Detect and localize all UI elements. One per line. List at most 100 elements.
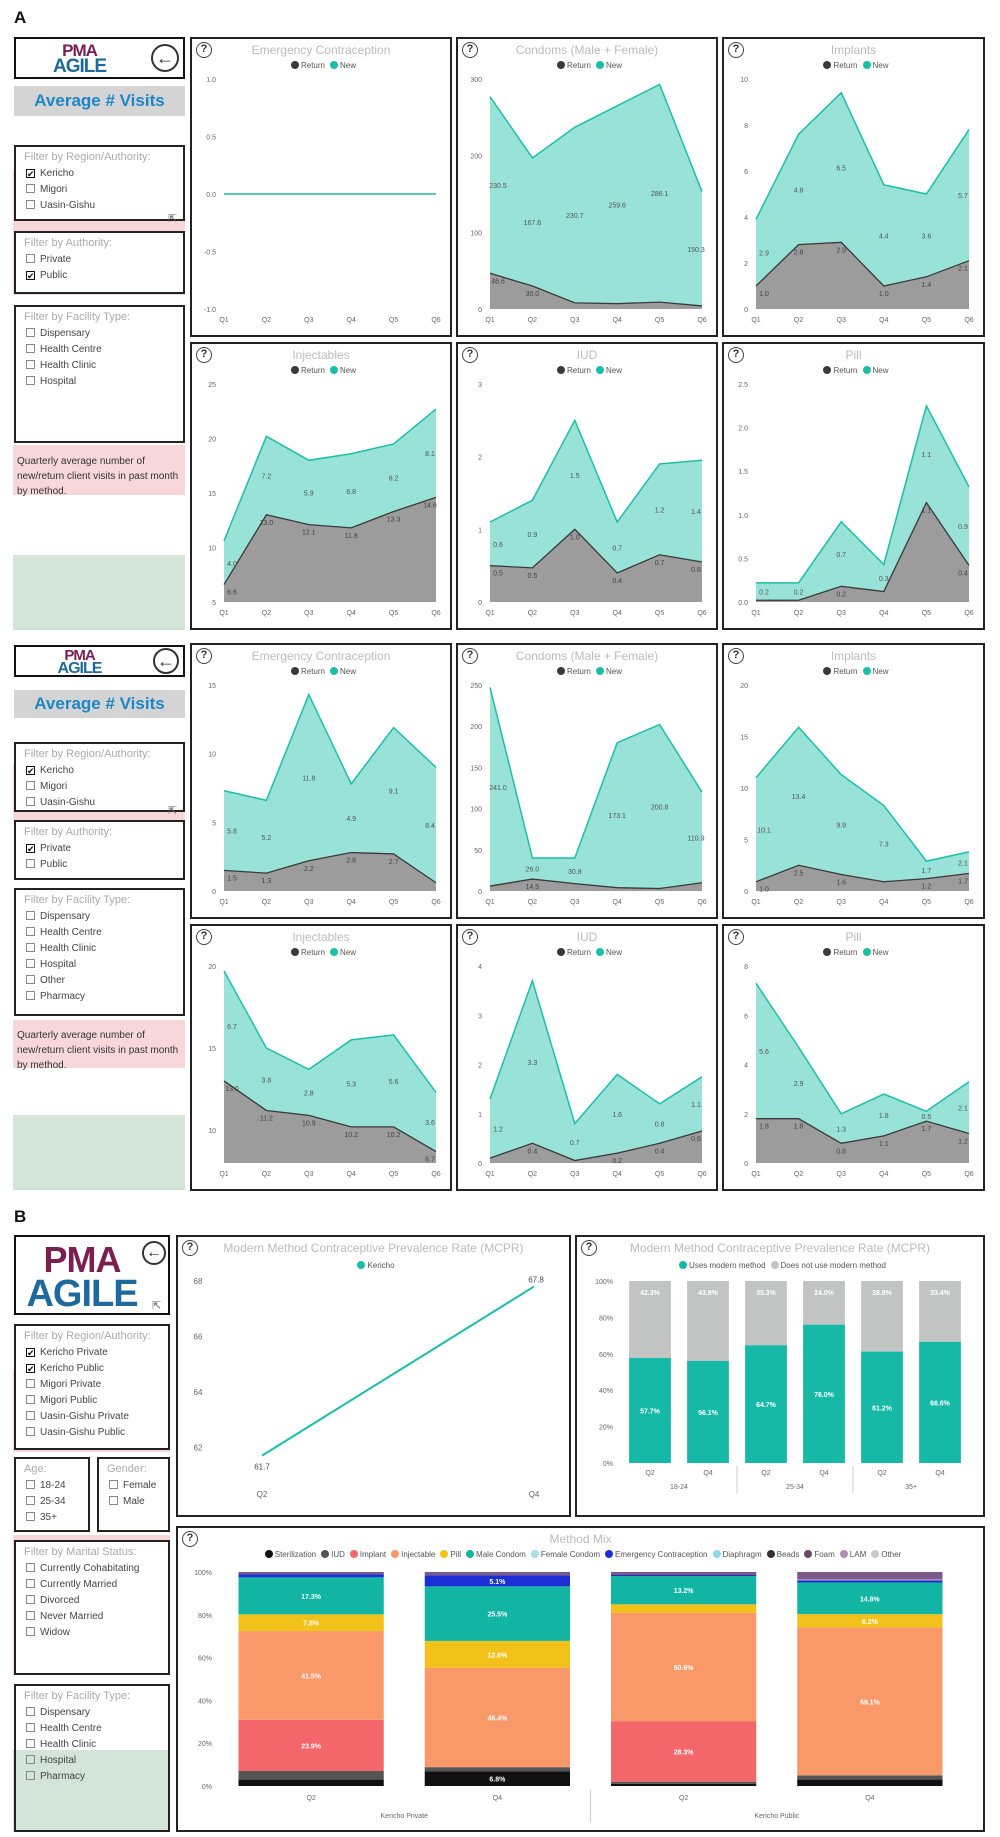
checkbox-icon[interactable] <box>26 859 35 868</box>
checkbox-icon[interactable] <box>26 975 35 984</box>
filter-option[interactable]: Health Clinic <box>16 1737 168 1753</box>
filter-option[interactable]: Uasin-Gishu <box>16 198 183 214</box>
checkbox-icon[interactable] <box>26 1595 35 1604</box>
back-arrow-icon[interactable]: ← <box>153 648 179 674</box>
checkbox-icon[interactable] <box>26 1579 35 1588</box>
filter-option[interactable]: Uasin-Gishu Public <box>16 1425 168 1441</box>
filter-option[interactable]: Dispensary <box>16 909 183 925</box>
filter-option[interactable]: Pharmacy <box>16 1769 168 1785</box>
question-icon[interactable]: ? <box>182 1531 198 1547</box>
filter-option[interactable]: ✔ Public <box>16 268 183 284</box>
filter-option[interactable]: ✔ Kericho Public <box>16 1361 168 1377</box>
checkbox-icon[interactable] <box>26 1427 35 1436</box>
checkbox-icon[interactable] <box>26 1771 35 1780</box>
back-arrow-icon[interactable]: ← <box>142 1241 166 1265</box>
checkbox-icon[interactable] <box>26 1611 35 1620</box>
filter-option[interactable]: ✔ Kericho <box>16 763 183 779</box>
checkbox-icon[interactable] <box>26 344 35 353</box>
expand-icon[interactable]: ⇱ <box>168 213 178 225</box>
filter-option[interactable]: Dispensary <box>16 326 183 342</box>
checkbox-icon[interactable] <box>26 797 35 806</box>
checkbox-icon[interactable] <box>26 1395 35 1404</box>
checkbox-icon[interactable] <box>26 1739 35 1748</box>
filter-option[interactable]: Migori Public <box>16 1393 168 1409</box>
question-icon[interactable]: ? <box>462 648 478 664</box>
checkbox-icon[interactable] <box>26 1563 35 1572</box>
checkbox-checked-icon[interactable]: ✔ <box>26 271 35 281</box>
filter-option[interactable]: Currently Cohabitating <box>16 1561 168 1577</box>
question-icon[interactable]: ? <box>728 347 744 363</box>
checkbox-icon[interactable] <box>26 1627 35 1636</box>
question-icon[interactable]: ? <box>196 347 212 363</box>
filter-option[interactable]: Hospital <box>16 374 183 390</box>
filter-option[interactable]: ✔ Kericho Private <box>16 1345 168 1361</box>
question-icon[interactable]: ? <box>196 929 212 945</box>
filter-option[interactable]: Never Married <box>16 1609 168 1625</box>
filter-option[interactable]: Migori <box>16 182 183 198</box>
filter-option[interactable]: Currently Married <box>16 1577 168 1593</box>
checkbox-icon[interactable] <box>26 1755 35 1764</box>
checkbox-icon[interactable] <box>26 184 35 193</box>
expand-icon[interactable]: ⇱ <box>152 1300 162 1312</box>
checkbox-checked-icon[interactable]: ✔ <box>26 1364 35 1374</box>
question-icon[interactable]: ? <box>728 648 744 664</box>
checkbox-icon[interactable] <box>26 943 35 952</box>
filter-option[interactable]: Divorced <box>16 1593 168 1609</box>
question-icon[interactable]: ? <box>581 1240 597 1256</box>
filter-option[interactable]: ✔ Private <box>16 841 183 857</box>
filter-option[interactable]: Migori <box>16 779 183 795</box>
checkbox-icon[interactable] <box>26 254 35 263</box>
question-icon[interactable]: ? <box>462 929 478 945</box>
back-arrow-icon[interactable]: ← <box>151 44 179 72</box>
checkbox-icon[interactable] <box>26 200 35 209</box>
filter-option[interactable]: Male <box>99 1494 168 1510</box>
filter-option[interactable]: Health Centre <box>16 925 183 941</box>
filter-option[interactable]: Health Centre <box>16 1721 168 1737</box>
checkbox-checked-icon[interactable]: ✔ <box>26 169 35 179</box>
checkbox-icon[interactable] <box>26 1379 35 1388</box>
checkbox-icon[interactable] <box>26 959 35 968</box>
checkbox-icon[interactable] <box>26 1723 35 1732</box>
question-icon[interactable]: ? <box>196 648 212 664</box>
checkbox-icon[interactable] <box>26 328 35 337</box>
filter-option[interactable]: 18-24 <box>16 1478 88 1494</box>
filter-option[interactable]: Uasin-Gishu <box>16 795 183 811</box>
filter-option[interactable]: 25-34 <box>16 1494 88 1510</box>
question-icon[interactable]: ? <box>462 347 478 363</box>
checkbox-icon[interactable] <box>26 1512 35 1521</box>
filter-option[interactable]: Other <box>16 973 183 989</box>
checkbox-icon[interactable] <box>26 781 35 790</box>
filter-option[interactable]: Hospital <box>16 1753 168 1769</box>
filter-option[interactable]: Private <box>16 252 183 268</box>
question-icon[interactable]: ? <box>728 42 744 58</box>
checkbox-icon[interactable] <box>26 911 35 920</box>
filter-option[interactable]: Female <box>99 1478 168 1494</box>
checkbox-icon[interactable] <box>26 927 35 936</box>
filter-option[interactable]: ✔ Kericho <box>16 166 183 182</box>
checkbox-checked-icon[interactable]: ✔ <box>26 844 35 854</box>
question-icon[interactable]: ? <box>728 929 744 945</box>
checkbox-icon[interactable] <box>109 1496 118 1505</box>
filter-option[interactable]: Hospital <box>16 957 183 973</box>
checkbox-checked-icon[interactable]: ✔ <box>26 1348 35 1358</box>
filter-option[interactable]: Health Clinic <box>16 358 183 374</box>
filter-option[interactable]: Health Clinic <box>16 941 183 957</box>
question-icon[interactable]: ? <box>196 42 212 58</box>
checkbox-icon[interactable] <box>26 1411 35 1420</box>
checkbox-icon[interactable] <box>26 376 35 385</box>
question-icon[interactable]: ? <box>462 42 478 58</box>
expand-icon[interactable]: ⇱ <box>168 805 178 817</box>
filter-option[interactable]: 35+ <box>16 1510 88 1526</box>
filter-option[interactable]: Migori Private <box>16 1377 168 1393</box>
checkbox-icon[interactable] <box>26 991 35 1000</box>
filter-option[interactable]: Widow <box>16 1625 168 1641</box>
filter-option[interactable]: Dispensary <box>16 1705 168 1721</box>
checkbox-checked-icon[interactable]: ✔ <box>26 766 35 776</box>
checkbox-icon[interactable] <box>26 1707 35 1716</box>
question-icon[interactable]: ? <box>182 1240 198 1256</box>
checkbox-icon[interactable] <box>26 1496 35 1505</box>
checkbox-icon[interactable] <box>26 360 35 369</box>
checkbox-icon[interactable] <box>109 1480 118 1489</box>
filter-option[interactable]: Pharmacy <box>16 989 183 1005</box>
checkbox-icon[interactable] <box>26 1480 35 1489</box>
